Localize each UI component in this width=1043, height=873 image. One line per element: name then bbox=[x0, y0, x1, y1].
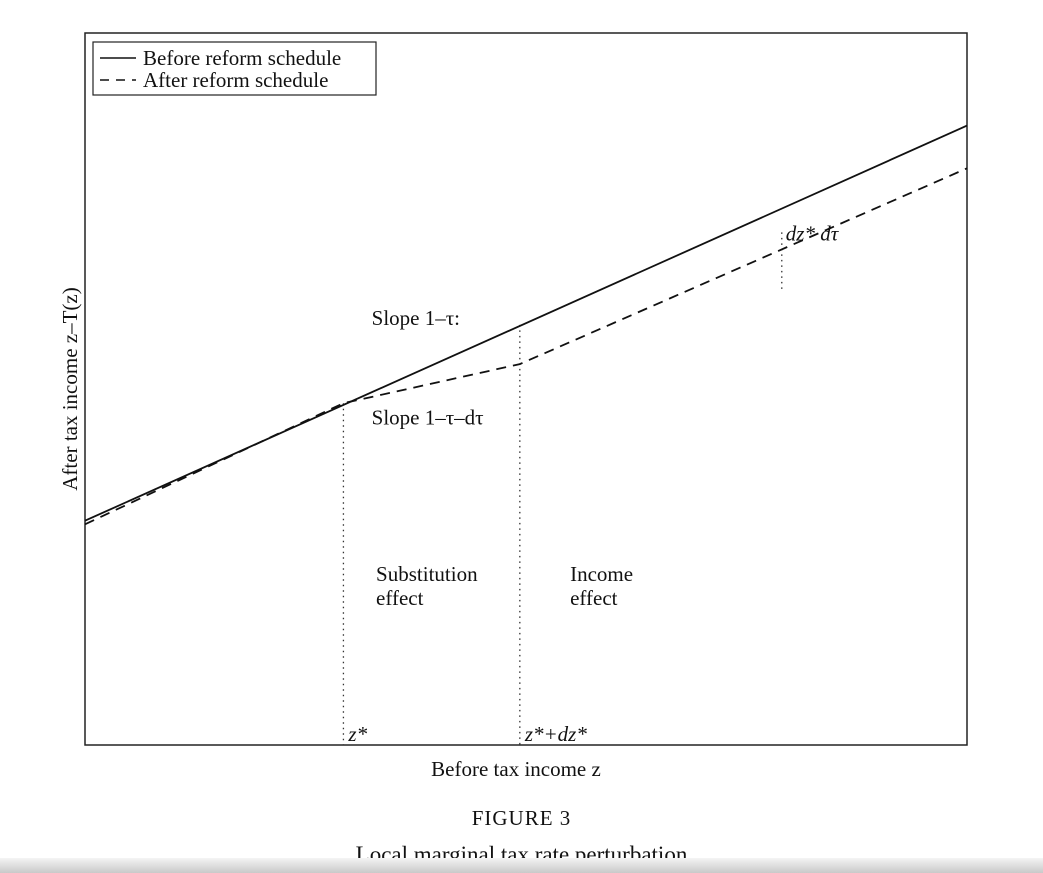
annotations: Slope 1–τ: Slope 1–τ–dτ Substitution effect… bbox=[372, 306, 633, 610]
series-lines bbox=[84, 124, 968, 526]
reference-label-1: z*+dz* bbox=[524, 722, 588, 746]
reference-lines bbox=[342, 232, 783, 745]
legend-entry-before: Before reform schedule bbox=[143, 46, 341, 70]
x-axis-label: Before tax income z bbox=[431, 757, 601, 781]
reference-label-0: z* bbox=[347, 722, 367, 746]
page-bottom-shadow bbox=[0, 858, 1043, 873]
figure-label: FIGURE 3 bbox=[471, 806, 572, 830]
legend: Before reform schedule After reform sche… bbox=[92, 41, 377, 96]
plot-frame bbox=[84, 32, 968, 746]
reference-label-2: dz* dτ bbox=[786, 221, 840, 245]
series-after-reform-schedule bbox=[84, 167, 968, 526]
annotation-1: Slope 1–τ–dτ bbox=[372, 406, 484, 430]
annotation-0: Slope 1–τ: bbox=[372, 306, 460, 330]
legend-box bbox=[92, 41, 377, 96]
annotation-3: Income effect bbox=[570, 562, 633, 610]
y-axis-label: After tax income z–T(z) bbox=[58, 287, 82, 490]
legend-entry-after: After reform schedule bbox=[143, 68, 328, 92]
annotation-2: Substitution effect bbox=[376, 562, 478, 610]
reference-labels: z* z*+dz* dz* dτ bbox=[347, 221, 839, 746]
